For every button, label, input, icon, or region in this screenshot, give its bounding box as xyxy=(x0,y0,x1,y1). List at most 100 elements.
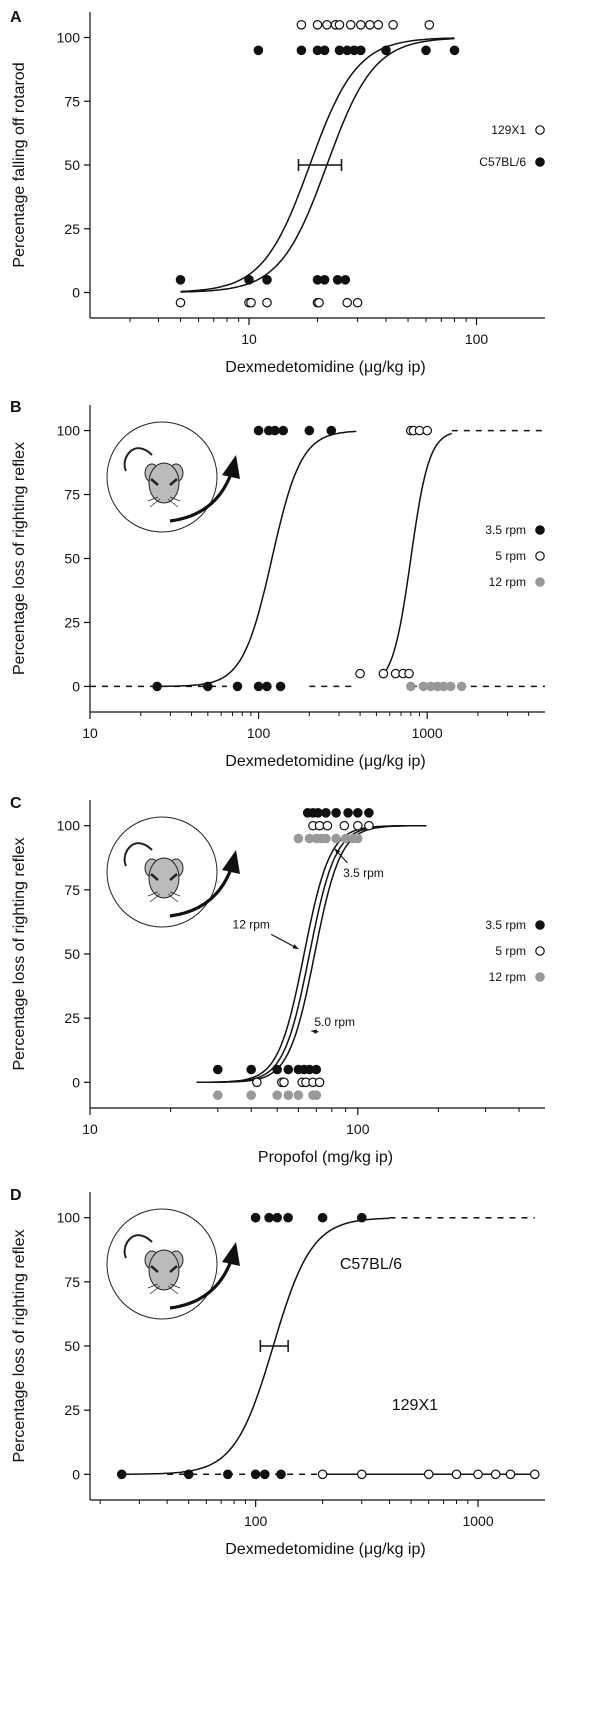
fit-curve xyxy=(196,824,427,1084)
y-tick-label: 25 xyxy=(64,1402,80,1418)
data-point xyxy=(246,297,256,308)
data-point xyxy=(252,1077,262,1088)
data-point xyxy=(293,833,304,844)
data-point xyxy=(278,425,288,436)
legend-label: 5 rpm xyxy=(495,549,526,563)
data-point xyxy=(314,1077,325,1088)
data-point xyxy=(356,1212,367,1223)
y-axis-title: Percentage loss of righting reflex xyxy=(11,1229,28,1462)
data-point xyxy=(272,1212,282,1223)
data-point xyxy=(314,820,325,831)
data-point xyxy=(355,668,365,679)
data-point xyxy=(175,297,186,308)
x-tick-label: 10 xyxy=(82,725,98,741)
y-tick-label: 25 xyxy=(64,614,80,630)
data-point xyxy=(270,425,280,436)
data-point xyxy=(293,1090,304,1100)
legend-marker xyxy=(535,551,545,561)
panel-letter: D xyxy=(10,1187,22,1204)
data-point xyxy=(456,681,467,692)
x-tick-label: 100 xyxy=(346,1121,370,1137)
data-point xyxy=(364,820,374,831)
data-point xyxy=(505,1469,516,1480)
y-axis-title: Percentage falling off rotarod xyxy=(11,62,28,267)
chart-panel-a: A 0 25 50 75 100 10 100 Dexmedetomidine (μg/kg i… xyxy=(10,9,545,376)
annotation-label: 129X1 xyxy=(392,1397,438,1414)
data-point xyxy=(352,807,363,818)
data-point xyxy=(246,1090,256,1100)
data-point xyxy=(175,274,186,285)
data-point xyxy=(473,1469,483,1480)
data-point xyxy=(388,19,398,30)
mouse-wheel-icon xyxy=(106,816,240,928)
data-point xyxy=(445,681,456,692)
data-point xyxy=(213,1064,223,1075)
x-tick-label: 100 xyxy=(244,1513,268,1529)
y-tick-label: 50 xyxy=(64,946,80,962)
y-tick-label: 25 xyxy=(64,221,80,237)
data-point xyxy=(312,19,323,30)
data-point xyxy=(304,425,315,436)
chart-panel-c: C 0 25 50 75 100 10 100 Propofol (mg/kg ip) Perce… xyxy=(10,795,545,1166)
legend-marker xyxy=(535,946,545,956)
data-point xyxy=(250,1469,261,1480)
legend-label: 3.5 rpm xyxy=(485,918,526,932)
data-point xyxy=(421,45,431,56)
annotation-label: C57BL/6 xyxy=(340,1256,402,1273)
data-point xyxy=(253,681,264,692)
data-point xyxy=(331,807,341,818)
x-tick-label: 1000 xyxy=(462,1513,493,1529)
data-point xyxy=(272,1090,282,1100)
x-tick-label: 10 xyxy=(82,1121,98,1137)
y-tick-label: 75 xyxy=(64,882,80,898)
data-point xyxy=(183,1469,194,1480)
data-point xyxy=(311,1090,322,1100)
y-tick-label: 100 xyxy=(57,1210,81,1226)
data-point xyxy=(322,820,333,831)
data-point xyxy=(340,274,351,285)
data-point xyxy=(451,1469,462,1480)
data-point xyxy=(253,45,264,56)
legend-marker xyxy=(535,972,545,982)
data-point xyxy=(364,807,374,818)
y-tick-label: 100 xyxy=(57,818,81,834)
data-point xyxy=(313,807,323,818)
data-point xyxy=(262,274,272,285)
data-point xyxy=(264,1212,274,1223)
data-point xyxy=(319,274,330,285)
y-tick-label: 75 xyxy=(64,487,80,503)
data-point xyxy=(331,833,341,844)
legend-label: 12 rpm xyxy=(489,970,526,984)
data-point xyxy=(116,1469,127,1480)
annotation-label: 5.0 rpm xyxy=(314,1015,355,1029)
data-point xyxy=(276,1469,286,1480)
data-point xyxy=(343,807,353,818)
legend-label: 3.5 rpm xyxy=(485,523,526,537)
panel-letter: C xyxy=(10,795,22,812)
y-axis-title: Percentage loss of righting reflex xyxy=(11,837,28,1070)
data-point xyxy=(314,297,324,308)
y-tick-label: 75 xyxy=(64,93,80,109)
data-point xyxy=(311,1064,322,1075)
data-point xyxy=(378,668,389,679)
y-tick-label: 75 xyxy=(64,1274,80,1290)
x-axis-title: Dexmedetomidine (μg/kg ip) xyxy=(225,359,425,376)
legend-marker xyxy=(535,577,545,587)
y-axis-title: Percentage loss of righting reflex xyxy=(11,442,28,675)
fit-curve xyxy=(180,37,455,293)
data-point xyxy=(275,681,286,692)
annotation-arrowhead xyxy=(311,1029,317,1034)
y-tick-label: 0 xyxy=(72,1466,80,1482)
data-point xyxy=(422,425,432,436)
legend-marker xyxy=(535,125,545,135)
panel-letter: A xyxy=(10,9,22,26)
data-point xyxy=(342,297,352,308)
x-tick-label: 1000 xyxy=(412,725,443,741)
data-point xyxy=(356,1469,367,1480)
y-tick-label: 100 xyxy=(57,423,81,439)
data-point xyxy=(296,19,307,30)
y-tick-label: 0 xyxy=(72,678,80,694)
x-tick-label: 10 xyxy=(241,331,257,347)
x-tick-label: 100 xyxy=(465,331,489,347)
y-tick-label: 50 xyxy=(64,1338,80,1354)
